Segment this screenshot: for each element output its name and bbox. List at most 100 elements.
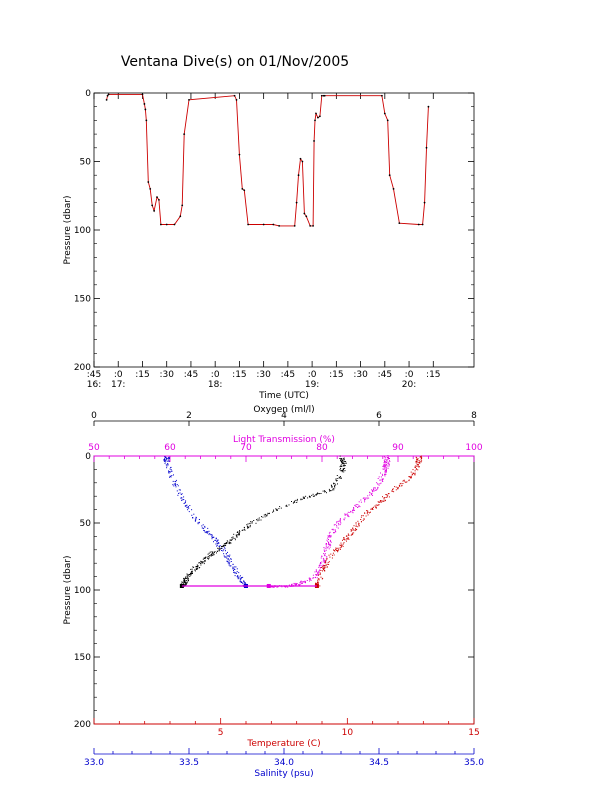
scatter-point	[341, 460, 343, 462]
scatter-point	[204, 530, 205, 532]
x-tick-label: :15	[329, 370, 343, 380]
pressure-point	[301, 160, 304, 163]
scatter-point	[304, 497, 305, 499]
x-tick-label-hour: 19:	[305, 380, 319, 390]
scatter-point	[328, 539, 329, 540]
scatter-point	[237, 534, 239, 536]
scatter-point	[293, 582, 295, 584]
x-tick-label: :45	[378, 370, 392, 380]
scatter-point	[241, 577, 243, 579]
scatter-point	[345, 514, 347, 516]
scatter-point	[286, 505, 288, 507]
scatter-point	[344, 517, 346, 519]
scatter-point	[367, 495, 369, 497]
scatter-point	[344, 539, 346, 541]
scatter-point	[315, 576, 317, 578]
temperature-series	[314, 455, 423, 588]
scatter-point	[337, 548, 339, 550]
scatter-point	[207, 557, 209, 559]
scatter-point	[340, 460, 341, 462]
scatter-point	[171, 475, 173, 476]
scatter-point	[222, 545, 224, 547]
pressure-point	[183, 133, 186, 136]
scatter-point	[323, 561, 325, 563]
scatter-point	[267, 512, 269, 514]
pressure-point	[293, 224, 296, 227]
scatter-point	[316, 493, 318, 495]
scatter-point	[263, 514, 265, 516]
scatter-point	[350, 529, 352, 531]
scatter-point	[227, 558, 229, 560]
scatter-point	[224, 548, 226, 550]
scatter-point	[227, 561, 229, 563]
scatter-point	[343, 468, 345, 470]
scatter-point	[190, 574, 192, 576]
scatter-point	[320, 576, 322, 578]
scatter-point	[244, 529, 246, 531]
scatter-point	[276, 586, 278, 588]
scatter-point	[201, 525, 203, 527]
scatter-point	[203, 561, 205, 563]
scatter-point	[324, 562, 326, 564]
pressure-point	[313, 140, 315, 142]
scatter-point	[325, 549, 327, 551]
scatter-point	[418, 466, 420, 468]
y-tick-label: 0	[85, 89, 91, 99]
scatter-point	[239, 577, 241, 579]
scatter-point	[327, 566, 328, 568]
scatter-point	[166, 467, 168, 469]
scatter-point	[323, 565, 324, 567]
y-tick-label: 200	[74, 720, 91, 730]
scatter-point	[295, 584, 297, 586]
scatter-point	[317, 579, 319, 581]
scatter-point	[384, 465, 386, 467]
scatter-point	[381, 500, 383, 502]
scatter-point	[352, 534, 354, 536]
light-transmission-tick-label: 70	[240, 443, 252, 453]
scatter-point	[383, 456, 385, 458]
scatter-point	[377, 483, 379, 485]
scatter-point	[234, 537, 236, 539]
scatter-point	[191, 570, 193, 572]
scatter-point	[336, 480, 338, 481]
scatter-point	[164, 460, 166, 462]
scatter-point	[227, 551, 228, 553]
scatter-point	[408, 479, 410, 481]
scatter-point	[327, 546, 329, 548]
scatter-point	[242, 584, 244, 586]
scatter-point	[342, 461, 344, 463]
scatter-point	[191, 573, 193, 574]
scatter-point	[209, 533, 211, 535]
scatter-point	[187, 507, 189, 509]
scatter-point	[185, 576, 186, 578]
scatter-point	[166, 458, 168, 460]
scatter-point	[213, 553, 215, 555]
scatter-point	[409, 476, 411, 478]
scatter-point	[210, 555, 212, 557]
scatter-point	[185, 580, 187, 581]
scatter-point	[239, 531, 241, 533]
scatter-point	[421, 458, 422, 459]
y-tick-label: 200	[74, 363, 91, 373]
scatter-point	[358, 501, 360, 503]
scatter-point	[294, 500, 295, 502]
scatter-point	[206, 556, 208, 558]
scatter-point	[190, 568, 192, 570]
scatter-point	[211, 553, 213, 555]
scatter-point	[343, 464, 345, 466]
scatter-point	[331, 485, 333, 487]
scatter-point	[301, 498, 303, 500]
scatter-point	[212, 554, 214, 556]
scatter-point	[418, 460, 420, 461]
scatter-point	[295, 582, 297, 584]
scatter-point	[339, 469, 341, 471]
scatter-point	[324, 490, 326, 492]
scatter-point	[247, 526, 248, 528]
scatter-point	[389, 458, 390, 459]
scatter-point	[420, 461, 422, 463]
scatter-point	[294, 583, 296, 585]
scatter-point	[202, 558, 204, 560]
scatter-point	[416, 457, 418, 459]
scatter-point	[412, 472, 414, 474]
scatter-point	[326, 558, 328, 560]
